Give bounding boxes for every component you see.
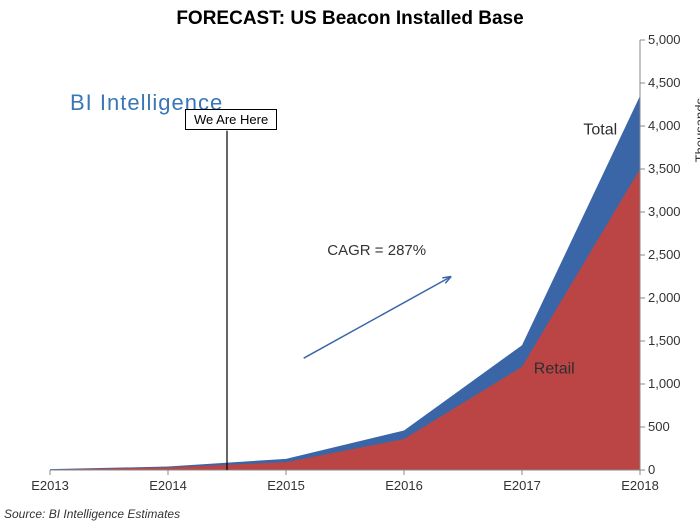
x-tick-label: E2018 [621,478,659,493]
y-tick-label: 1,500 [648,333,681,348]
chart-svg: 0 500 1,000 1,500 2,000 2,500 3,000 3,500 4,000 4… [0,0,700,525]
y-tick-label: 3,000 [648,204,681,219]
y-tick-label: 0 [648,462,655,477]
x-tick-label: E2013 [31,478,69,493]
y-tick-label: 2,000 [648,290,681,305]
y-tick-label: 5,000 [648,32,681,47]
x-tick-label: E2017 [503,478,541,493]
x-tick-label: E2014 [149,478,187,493]
y-axis-title: Thousands [692,98,700,162]
y-tick-label: 3,500 [648,161,681,176]
y-tick-label: 2,500 [648,247,681,262]
series-total-label: Total [583,122,617,139]
chart-container: FORECAST: US Beacon Installed Base BI In… [0,0,700,525]
cagr-label: CAGR = 287% [327,242,426,259]
y-tick-label: 4,000 [648,118,681,133]
cagr-arrow-line [304,277,452,359]
x-tick-label: E2015 [267,478,305,493]
y-tick-label: 4,500 [648,75,681,90]
source-text: Source: BI Intelligence Estimates [4,507,180,521]
series-retail-label: Retail [534,361,575,378]
x-tick-label: E2016 [385,478,423,493]
we-are-here-label: We Are Here [185,109,277,130]
y-tick-label: 1,000 [648,376,681,391]
series-retail-area [50,169,640,470]
y-tick-label: 500 [648,419,670,434]
